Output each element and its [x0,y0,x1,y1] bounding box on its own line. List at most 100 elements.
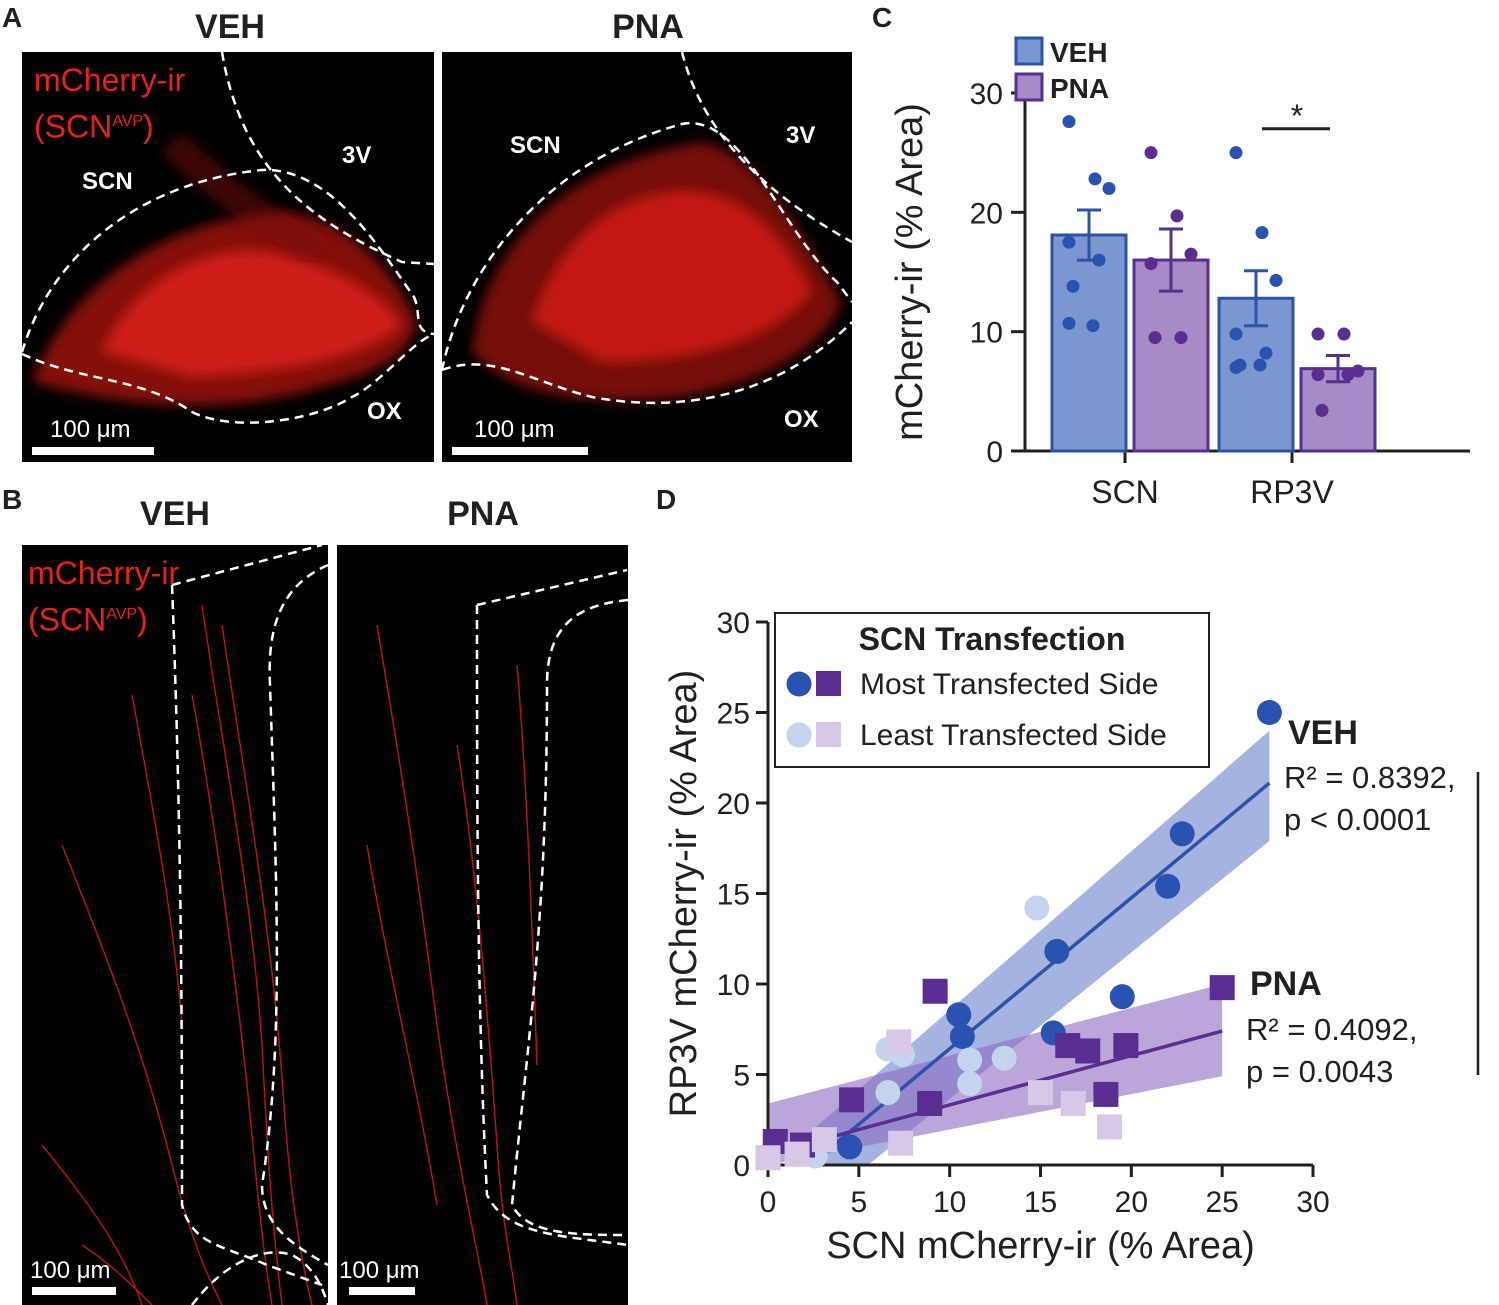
y-axis-title: RP3V mCherry-ir (% Area) [663,670,705,1118]
stain-label-line1: mCherry-ir [34,62,186,98]
x-tick-label: 20 [1115,1186,1148,1219]
data-point [1229,146,1243,160]
data-point-pna-least [1060,1090,1086,1116]
x-axis-title: SCN mCherry-ir (% Area) [826,1225,1255,1267]
data-point [1259,346,1273,360]
data-point [1066,279,1080,293]
legend-marker-veh-least [786,722,812,748]
fit-r2-pna: R² = 0.4092, [1246,1012,1417,1047]
data-point [1062,316,1076,330]
regression-line-pna [767,1029,1223,1156]
fit-p-veh: p < 0.0001 [1284,802,1431,837]
data-point [1144,146,1158,160]
data-point-pna-most [1113,1033,1139,1059]
data-point-pna-least [888,1130,914,1156]
data-point-pna-most [839,1087,865,1113]
fit-label-pna: PNA [1250,965,1322,1003]
data-point [1086,319,1100,333]
data-point [1174,331,1188,345]
data-point [1351,364,1365,378]
x-tick-label: 5 [850,1186,867,1219]
legend-label-pna: PNA [1050,73,1109,104]
data-point [1088,172,1102,186]
data-point-pna-least [811,1127,837,1153]
optic-chiasm-label: OX [367,398,402,425]
y-tick-label: 25 [717,698,750,731]
data-point-pna-most [1209,975,1235,1001]
scale-bar-label: 100 μm [30,1257,111,1284]
panel-b-veh-title: VEH [140,495,210,533]
legend-box [774,612,1210,768]
fit-p-pna: p = 0.0043 [1246,1054,1393,1089]
panel-b-pna-title: PNA [447,495,519,533]
data-point-veh-most [1044,938,1070,964]
data-point [1102,181,1116,195]
data-point-veh-most [1169,821,1195,847]
data-point [1255,226,1269,240]
data-point [1092,253,1106,267]
data-point [1253,358,1267,372]
panel-a-pna-title: PNA [612,8,684,46]
data-point-pna-most [1075,1038,1101,1064]
significance-star: * [1291,98,1303,134]
panel-c-label: C [872,2,893,33]
scale-bar-label: 100 μm [339,1257,420,1284]
scale-bar-label: 100 μm [50,416,131,443]
scale-bar [452,447,588,455]
panel-d-label: D [656,484,677,515]
data-point [1311,368,1325,382]
third-ventricle-label: 3V [342,142,372,169]
bar-chart-c: 0 10 20 30 mCherry-ir (% Area) SCN RP3V * VEH PNA [889,36,1470,510]
micrograph-b-pna-art [366,568,628,1305]
significance-stars: **** [1480,897,1499,950]
data-point [1269,273,1283,287]
x-tick-label: 30 [1296,1186,1329,1219]
data-point-veh-least [1024,895,1050,921]
legend-title: SCN Transfection [859,621,1126,657]
y-tick-label: 15 [717,879,750,912]
y-tick-label: 30 [717,607,750,640]
micrograph-a-veh-art [22,52,434,424]
y-tick-label: 20 [717,788,750,821]
data-point-veh-most [1256,700,1282,725]
micrograph-b-pna: 100 μm [337,545,628,1305]
data-point-pna-least [784,1141,810,1167]
data-point-veh-most [837,1134,863,1160]
bar-veh-rp3v [1217,296,1295,453]
data-point [1337,327,1351,341]
legend-marker-veh-most [786,671,812,697]
scn-region-label: SCN [82,168,133,195]
panel-a-veh-title: VEH [195,8,265,46]
data-point-pna-most [922,978,948,1004]
legend-marker-pna-least [816,722,841,747]
stain-label-line2: (SCNAVP) [28,601,148,638]
micrograph-a-pna-art [442,52,852,405]
y-tick-label: 10 [970,317,1003,350]
y-tick-label: 5 [733,1060,750,1093]
micrograph-b-veh-art [41,545,328,1305]
x-tick-label: RP3V [1250,474,1334,510]
legend-marker-pna-most [816,671,841,696]
data-point-veh-least [957,1047,983,1073]
scale-bar [349,1287,415,1295]
data-point-veh-least [957,1071,983,1097]
fit-label-veh: VEH [1288,714,1358,752]
data-point [1229,327,1243,341]
data-point [1062,115,1076,129]
data-point [1315,403,1329,417]
data-point-pna-most [917,1090,943,1116]
scale-bar [32,447,154,455]
micrograph-b-veh: mCherry-ir (SCNAVP) 100 μm [22,545,328,1305]
panel-a-label: A [2,2,23,33]
data-point-veh-most [946,1002,972,1028]
legend-label-veh: VEH [1050,37,1108,68]
third-ventricle-label: 3V [786,122,816,149]
data-point-pna-least [755,1145,781,1171]
stain-label-line1: mCherry-ir [28,555,180,591]
data-point [1184,247,1198,261]
confidence-band-veh [809,730,1270,1165]
y-tick-label: 0 [733,1150,750,1183]
y-tick-label: 0 [986,436,1003,469]
x-tick-label: SCN [1091,474,1159,510]
data-point [1341,368,1355,382]
